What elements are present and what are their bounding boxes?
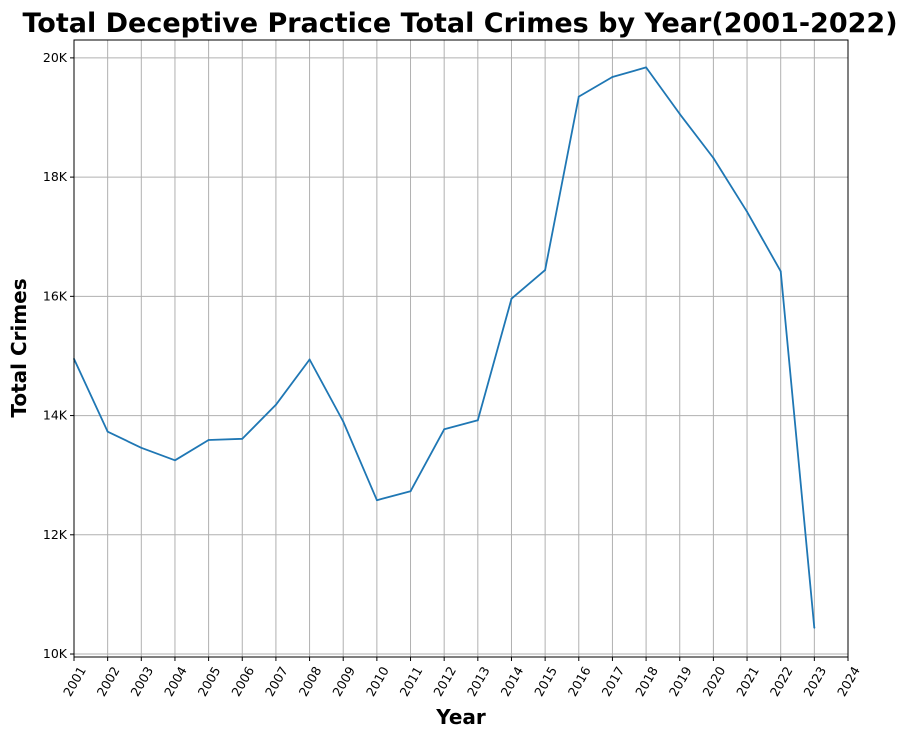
x-tick-label: 2020 — [699, 664, 728, 699]
y-tick-label: 12K — [43, 527, 68, 542]
x-tick-label: 2012 — [430, 664, 459, 699]
x-tick-label: 2001 — [60, 664, 89, 699]
x-tick-label: 2005 — [195, 664, 224, 699]
x-axis-label: Year — [435, 705, 486, 729]
x-tick-label: 2021 — [733, 664, 762, 699]
x-tick-label: 2011 — [397, 664, 426, 699]
x-tick-label: 2024 — [834, 664, 863, 699]
data-point — [275, 403, 277, 406]
x-tick-label: 2014 — [497, 664, 526, 699]
x-axis-ticks: 2001 2002 2003 2004 2005 2006 2007 2008 2009 2010… — [60, 657, 863, 699]
data-point — [813, 626, 816, 629]
y-axis-ticks: 10K 12K 14K 16K 18K 20K — [43, 50, 74, 661]
x-tick-label: 2002 — [94, 664, 123, 699]
data-point — [409, 490, 412, 493]
x-tick-label: 2023 — [800, 664, 829, 699]
x-tick-label: 2008 — [296, 664, 325, 699]
data-point — [544, 269, 547, 272]
x-tick-label: 2009 — [329, 664, 358, 699]
data-point — [241, 437, 244, 440]
data-point — [746, 210, 748, 213]
x-tick-label: 2018 — [632, 664, 661, 699]
x-tick-label: 2022 — [767, 664, 796, 699]
y-tick-label: 10K — [43, 646, 68, 661]
y-tick-label: 14K — [43, 408, 68, 423]
x-tick-label: 2015 — [531, 664, 560, 699]
data-point — [678, 113, 681, 115]
x-tick-label: 2013 — [464, 664, 493, 699]
data-point — [140, 446, 143, 449]
x-tick-label: 2016 — [565, 664, 594, 699]
data-point — [308, 358, 311, 361]
data-point — [375, 499, 378, 502]
chart-title: Total Deceptive Practice Total Crimes by… — [22, 8, 897, 39]
x-tick-label: 2019 — [666, 664, 695, 699]
x-tick-label: 2017 — [598, 664, 627, 699]
data-point — [443, 428, 446, 431]
y-tick-label: 18K — [43, 169, 68, 184]
series-layer — [73, 66, 816, 629]
x-tick-label: 2006 — [228, 664, 257, 699]
y-tick-label: 20K — [43, 50, 68, 65]
data-point — [611, 76, 614, 78]
data-point — [207, 439, 210, 441]
x-tick-label: 2003 — [127, 664, 156, 699]
data-point — [645, 66, 647, 69]
data-point — [779, 270, 782, 273]
y-axis-label: Total Crimes — [7, 278, 31, 417]
y-tick-label: 16K — [43, 288, 68, 303]
data-point — [476, 419, 479, 422]
x-tick-label: 2004 — [161, 664, 190, 699]
data-point — [174, 459, 176, 462]
plot-frame — [73, 39, 849, 658]
data-point — [106, 430, 109, 433]
data-point — [577, 95, 580, 98]
data-point — [342, 420, 345, 423]
x-tick-label: 2010 — [363, 664, 392, 699]
grid-lines — [73, 40, 849, 657]
data-point — [510, 297, 513, 300]
x-tick-label: 2007 — [262, 664, 291, 699]
data-point — [712, 157, 715, 159]
